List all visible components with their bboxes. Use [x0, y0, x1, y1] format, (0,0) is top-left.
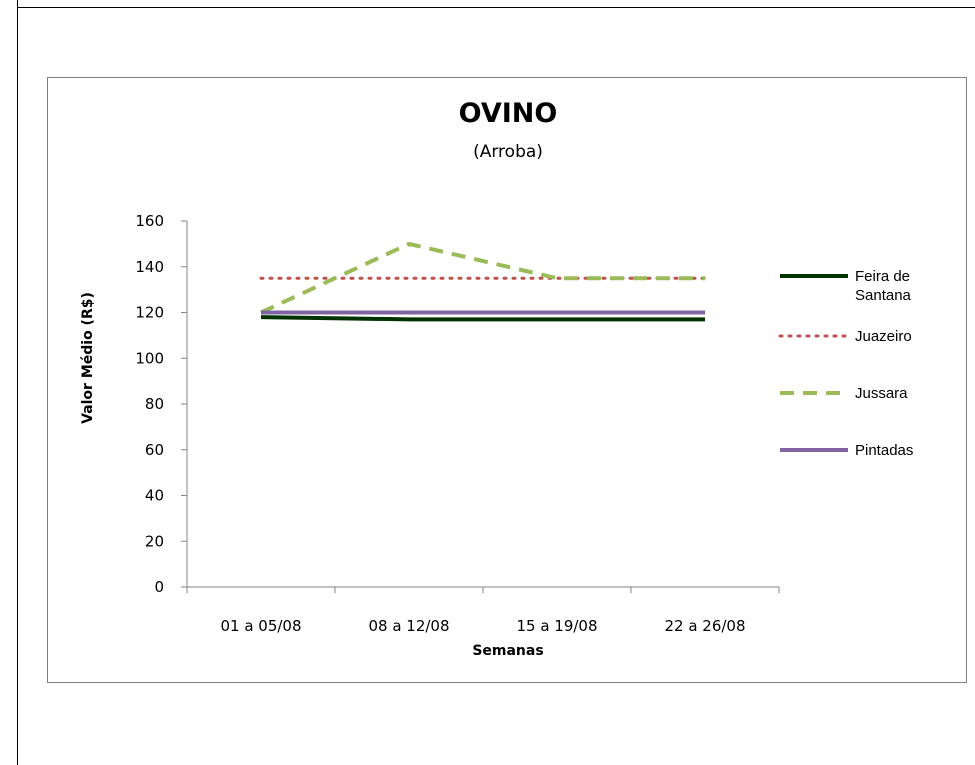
series-layer	[259, 241, 707, 322]
y-tick-label: 80	[145, 395, 164, 413]
legend-label-4: Pintadas	[855, 442, 913, 459]
x-tick-label: 08 a 12/08	[368, 617, 449, 635]
legend: Feira de Santana Juazeiro Jussara Pintadas	[778, 268, 913, 459]
legend-label-2: Juazeiro	[855, 328, 912, 345]
y-tick-label: 60	[145, 441, 164, 459]
page-border-top	[17, 7, 975, 8]
y-tick-label: 160	[135, 212, 164, 230]
chart-subtitle: (Arroba)	[473, 142, 543, 162]
y-tick-label: 140	[135, 258, 164, 276]
x-tick-label: 22 a 26/08	[664, 617, 745, 635]
y-tick-label: 100	[135, 349, 164, 367]
x-tick-label: 15 a 19/08	[516, 617, 597, 635]
y-tick-label: 120	[135, 304, 164, 322]
y-axis-title: Valor Médio (R$)	[80, 292, 96, 424]
y-tick-label: 0	[154, 578, 164, 596]
x-axis-title: Semanas	[472, 643, 543, 659]
page-border-left	[17, 0, 18, 765]
y-tick-label: 20	[145, 532, 164, 550]
legend-label-1: Feira de Santana	[855, 268, 912, 304]
chart-title: OVINO	[459, 98, 558, 129]
series-line-3	[260, 241, 705, 315]
axes: 0 20 40 60 80 100 120 140 160 01 a 05/08 08 a 12/0…	[135, 212, 780, 635]
chart-frame	[47, 77, 967, 683]
x-tick-label: 01 a 05/08	[220, 617, 301, 635]
legend-label-3: Jussara	[855, 385, 908, 402]
series-line-1	[260, 315, 705, 322]
y-tick-label: 40	[145, 487, 164, 505]
